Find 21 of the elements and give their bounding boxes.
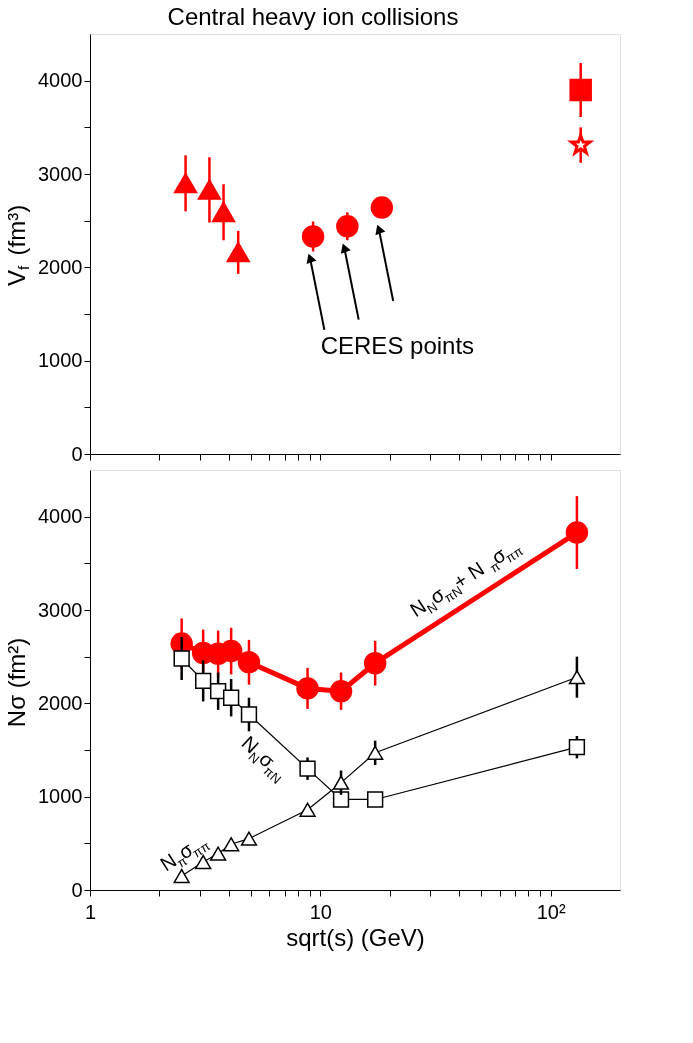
x-tick-label: 1: [84, 900, 97, 923]
y-tick-label: 1000: [38, 349, 83, 372]
y-tick-label: 1000: [38, 785, 83, 808]
text: Nπσππ: [156, 837, 213, 876]
y-tick-label: 4000: [38, 505, 83, 528]
y-tick-label: 3000: [38, 162, 83, 185]
y-tick-label: 0: [71, 878, 83, 901]
y-axis-title: Nσ (fm²): [3, 637, 30, 728]
x-axis-title: sqrt(s) (GeV): [286, 923, 425, 951]
y-tick-label: 3000: [38, 598, 83, 621]
text: NNσπN + Nπσππ: [406, 542, 527, 622]
y-tick-label: 4000: [38, 69, 83, 92]
text: NNσπN: [237, 731, 285, 787]
x-tick-label: 10: [309, 900, 332, 923]
y-axis-title: Vf (fm³): [3, 204, 32, 287]
x-tick-label: 10²: [536, 900, 566, 923]
y-tick-label: 2000: [38, 255, 83, 278]
annotation: CERES points: [320, 331, 475, 359]
y-tick-label: 2000: [38, 691, 83, 714]
chart-title: Central heavy ion collisions: [167, 2, 459, 30]
y-tick-label: 0: [71, 442, 83, 465]
